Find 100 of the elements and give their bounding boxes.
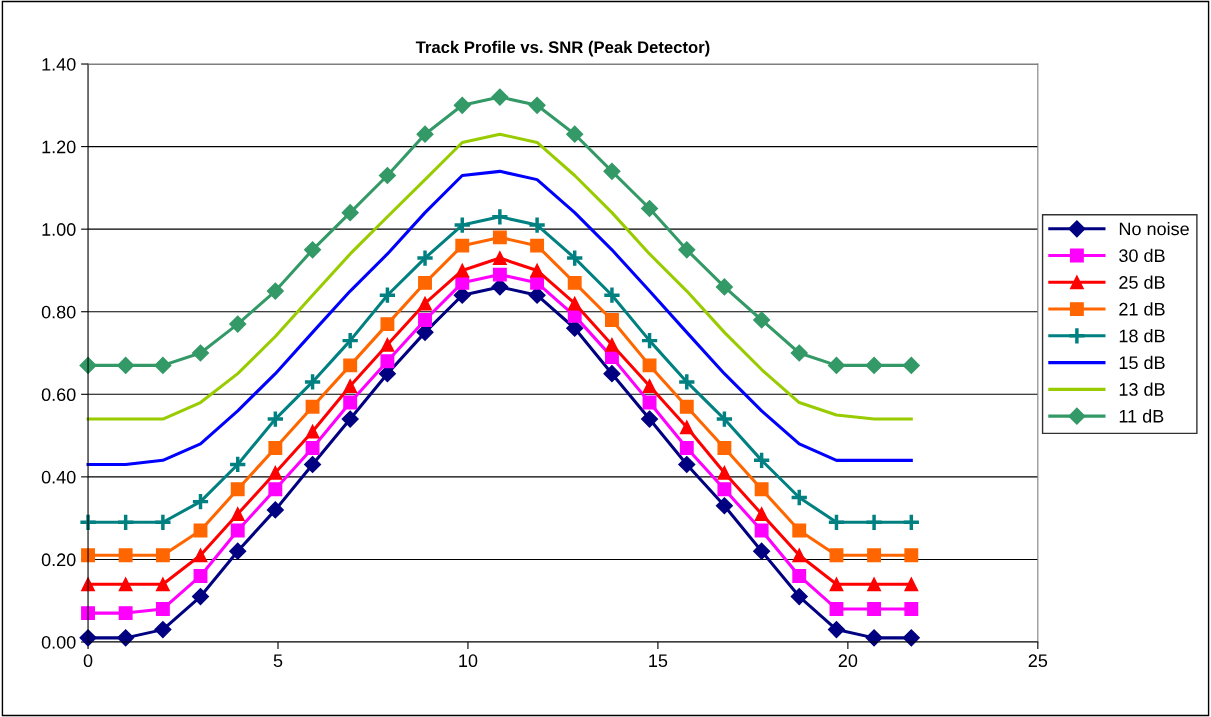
point xyxy=(604,313,619,327)
point xyxy=(641,199,659,218)
y-tick-label: 0.60 xyxy=(41,388,76,402)
point xyxy=(304,455,322,474)
point xyxy=(341,410,359,428)
point xyxy=(268,441,283,455)
point xyxy=(455,263,470,278)
point xyxy=(455,275,470,290)
point xyxy=(715,409,734,429)
x-tick-label: 20 xyxy=(838,654,858,668)
point xyxy=(191,344,210,362)
point xyxy=(789,488,809,507)
point xyxy=(229,315,247,333)
point xyxy=(790,344,808,362)
point xyxy=(827,621,846,639)
point xyxy=(679,441,694,455)
point xyxy=(343,358,358,373)
point xyxy=(530,275,545,290)
point xyxy=(864,512,884,532)
point xyxy=(118,606,133,621)
point xyxy=(603,162,621,180)
point xyxy=(642,395,657,410)
point xyxy=(305,441,320,455)
point xyxy=(230,523,245,538)
point xyxy=(792,569,807,583)
point xyxy=(867,548,882,563)
point xyxy=(78,512,98,532)
point xyxy=(191,492,210,512)
point xyxy=(603,365,621,383)
x-tick-label: 15 xyxy=(649,654,668,668)
point xyxy=(491,88,509,106)
point xyxy=(717,482,732,497)
point xyxy=(641,410,659,428)
point xyxy=(754,482,769,497)
point xyxy=(754,507,769,521)
point xyxy=(566,125,584,143)
line-series xyxy=(86,169,913,467)
point xyxy=(118,548,133,563)
x-tick-label: 5 xyxy=(273,654,283,668)
point xyxy=(304,241,322,259)
y-tick-label: 0.40 xyxy=(41,470,76,484)
point xyxy=(867,602,882,616)
point xyxy=(380,337,395,352)
point xyxy=(154,621,172,639)
point xyxy=(230,482,245,497)
point xyxy=(118,577,133,592)
point xyxy=(678,241,696,259)
point xyxy=(418,296,432,311)
point xyxy=(717,465,732,480)
x-tick-label: 10 xyxy=(459,654,478,668)
y-tick-label: 0.80 xyxy=(41,305,76,319)
legend-label: 25 dB xyxy=(1119,275,1165,289)
legend-label: 13 dB xyxy=(1119,382,1165,396)
point xyxy=(418,275,432,290)
point xyxy=(829,577,844,592)
point xyxy=(567,296,582,311)
point xyxy=(717,441,732,455)
point xyxy=(452,215,472,235)
line-series xyxy=(86,132,913,421)
point xyxy=(380,354,395,369)
point xyxy=(790,588,808,606)
point xyxy=(753,542,771,560)
point xyxy=(527,215,547,235)
point xyxy=(492,230,507,245)
point xyxy=(117,356,135,374)
y-tick-label: 1.00 xyxy=(42,223,76,236)
point xyxy=(117,629,135,647)
point xyxy=(191,588,210,606)
legend-label: 15 dB xyxy=(1119,355,1165,370)
point xyxy=(343,379,358,393)
point xyxy=(378,166,396,185)
point xyxy=(679,399,694,414)
point xyxy=(455,238,470,253)
x-tick-label: 25 xyxy=(1028,654,1048,668)
point xyxy=(341,204,359,222)
point xyxy=(154,356,172,374)
chart-title: Track Profile vs. SNR (Peak Detector) xyxy=(415,40,710,57)
point xyxy=(380,317,395,332)
point xyxy=(303,372,322,392)
point xyxy=(565,248,585,268)
point xyxy=(715,278,733,296)
point xyxy=(829,602,844,616)
point xyxy=(492,251,507,266)
point xyxy=(792,523,807,538)
point xyxy=(416,125,434,143)
point xyxy=(829,548,844,563)
point xyxy=(567,308,582,323)
point xyxy=(901,512,921,532)
point xyxy=(230,507,245,521)
point xyxy=(904,602,919,616)
point xyxy=(678,455,696,474)
point xyxy=(904,577,919,592)
point xyxy=(415,248,435,268)
legend-label: 30 dB xyxy=(1119,248,1165,263)
point xyxy=(343,395,358,410)
point xyxy=(753,311,771,329)
point xyxy=(305,399,320,414)
point xyxy=(265,409,285,429)
point xyxy=(754,523,769,538)
point xyxy=(752,450,772,470)
